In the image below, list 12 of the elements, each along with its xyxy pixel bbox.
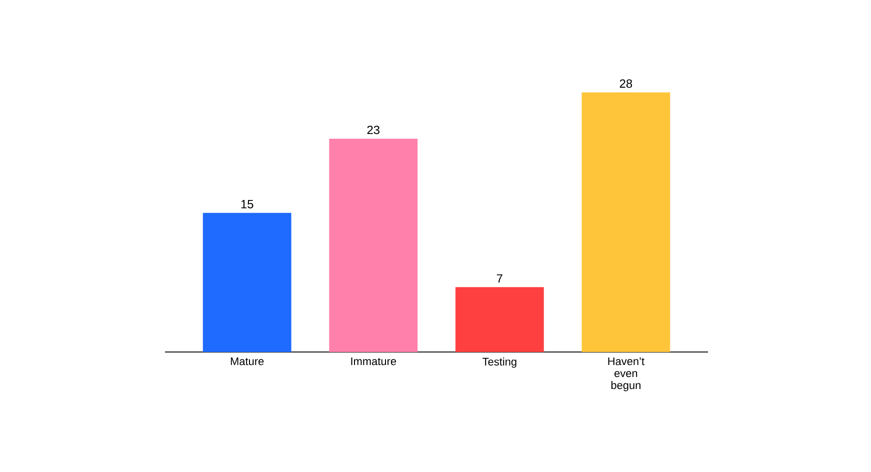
data-label: 28 [620,79,632,88]
bar [202,212,292,352]
data-label: 7 [496,274,502,283]
bar [455,287,544,352]
x-tick-label: Immature [351,358,396,366]
data-label: 23 [367,126,380,134]
x-tick-label: Testing [482,358,516,368]
x-tick-label: Haven’t even begun [608,358,644,392]
bar [582,92,670,352]
bar [329,138,418,352]
x-tick-label: Mature [230,358,264,366]
data-label: 15 [241,200,254,208]
